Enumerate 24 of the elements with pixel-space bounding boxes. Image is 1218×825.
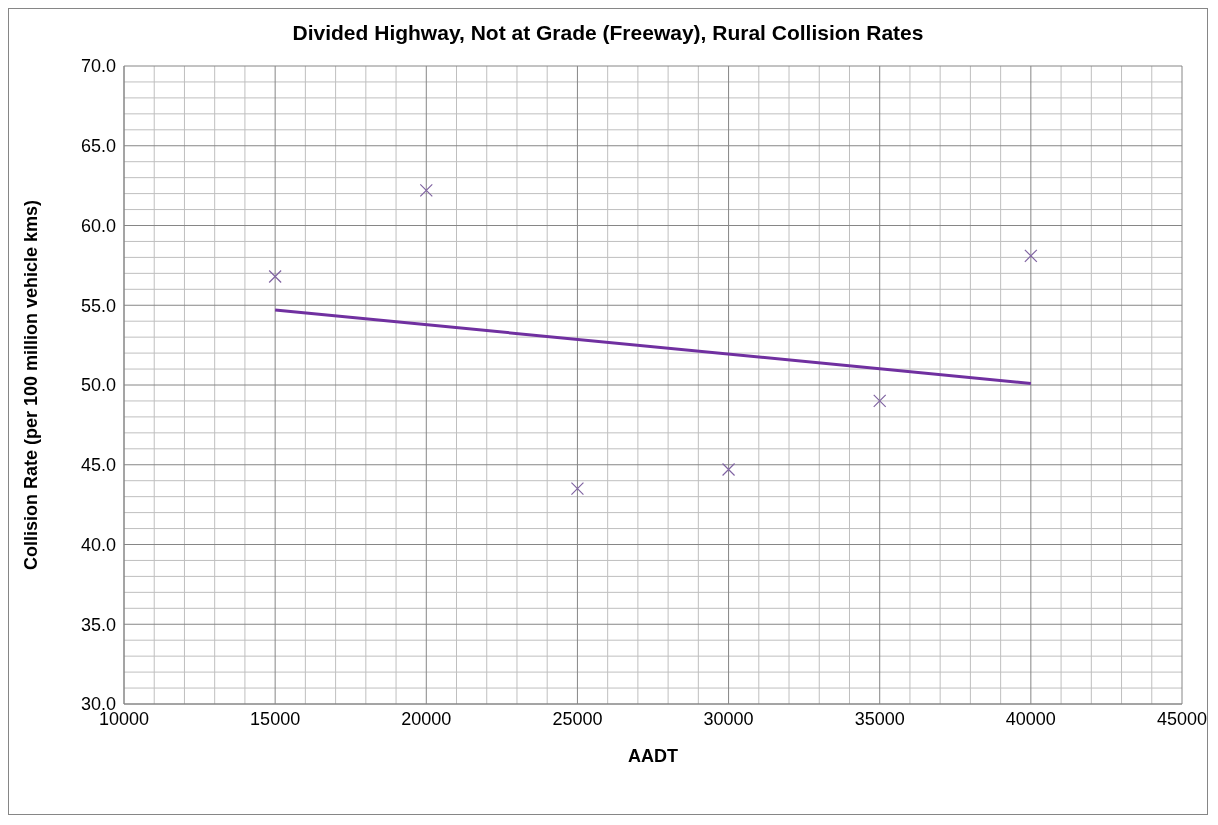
y-tick-label: 45.0 [80,455,116,476]
x-tick-label: 25000 [552,708,603,729]
point [721,462,736,477]
x-tick-label: 30000 [703,708,754,729]
x-tick-label: 35000 [854,708,905,729]
x-tick-label: 45000 [1156,708,1208,729]
x-axis-title: AADT [628,746,678,766]
point [268,269,282,284]
y-tick-label: 35.0 [80,614,116,635]
y-tick-label: 70.0 [80,56,116,77]
y-tick-label: 60.0 [80,215,116,236]
y-tick-label: 55.0 [80,295,116,316]
y-tick-label: 65.0 [80,136,116,157]
point [570,482,585,496]
chart-title: Divided Highway, Not at Grade (Freeway), Rural Collision Rates [291,21,925,45]
y-axis-title: Collision Rate (per 100 million vehicle kms) [21,199,42,571]
point [419,183,433,198]
y-tick-label: 50.0 [80,375,116,396]
point [873,394,887,408]
x-tick-label: 40000 [1005,708,1056,729]
x-tick-label: 15000 [250,708,301,729]
point [1024,249,1038,263]
x-tick-label: 20000 [401,708,452,729]
y-tick-label: 40.0 [80,534,116,555]
